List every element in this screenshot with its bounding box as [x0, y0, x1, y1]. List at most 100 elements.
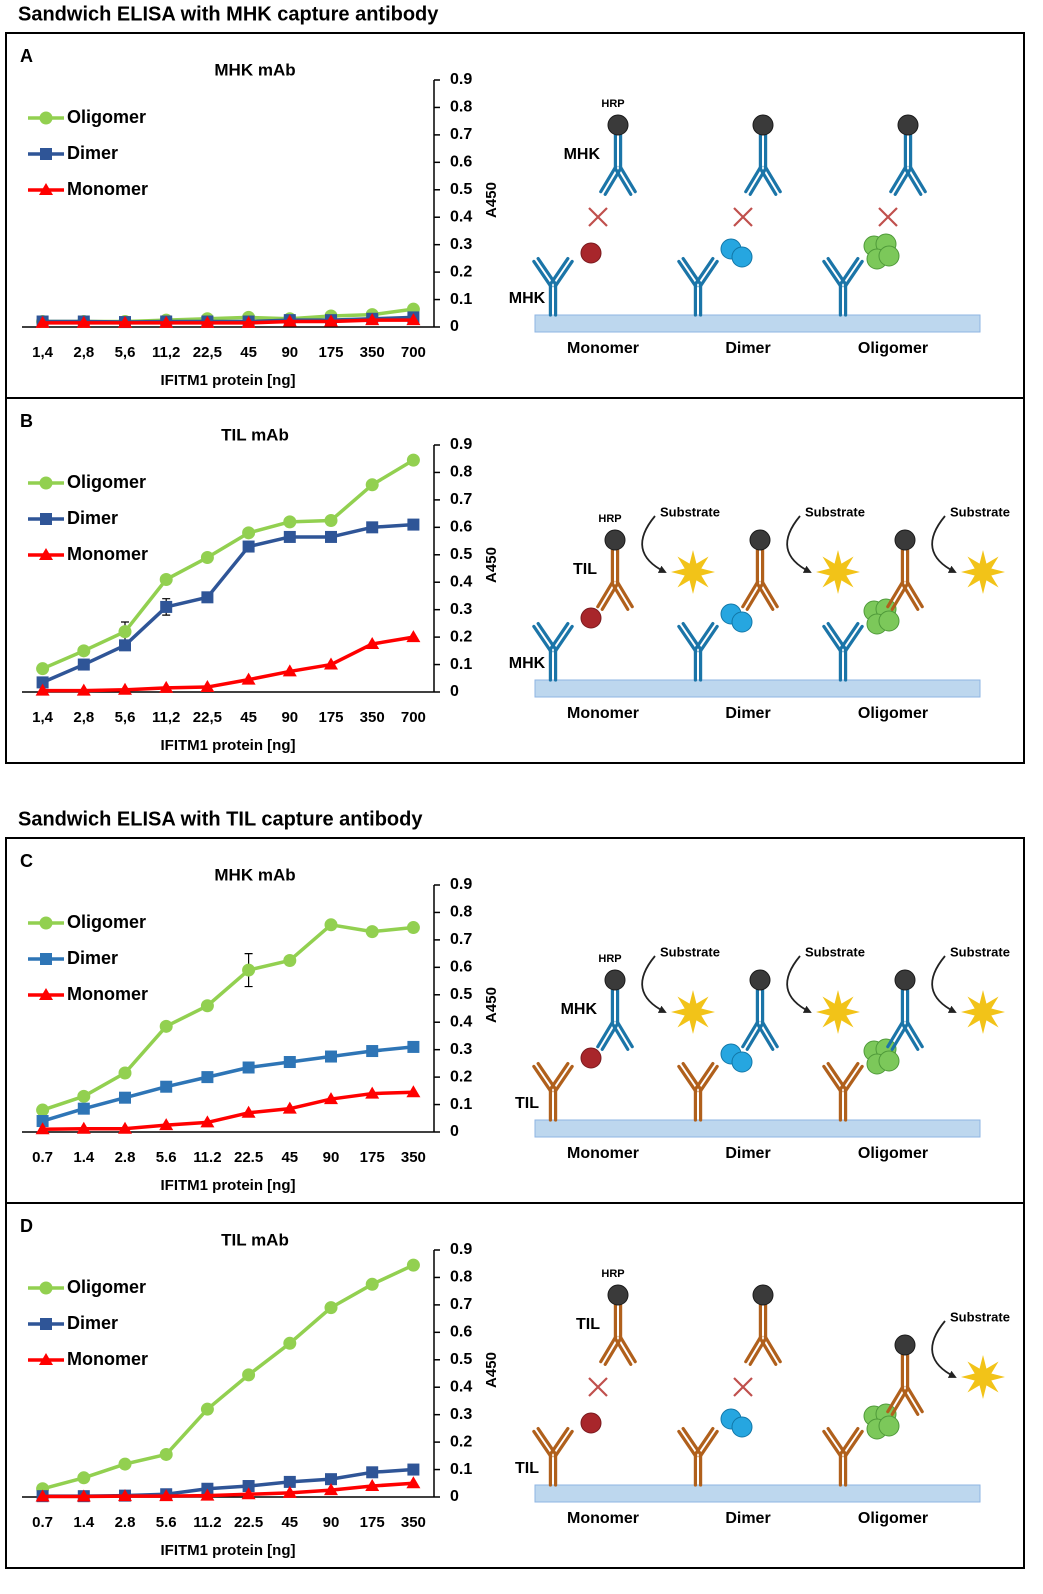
column-label: Monomer	[567, 1510, 639, 1527]
x-tick-label: 350	[360, 709, 385, 726]
series-line	[43, 1092, 414, 1129]
panel-letter: C	[20, 851, 33, 871]
detection-label: MHK	[564, 146, 601, 163]
y-tick-label: 0.7	[450, 1296, 472, 1313]
hrp-label: HRP	[601, 98, 624, 110]
reaction-arrow	[932, 956, 955, 1012]
x-tick-label: 90	[323, 1514, 340, 1531]
legend-label: Dimer	[67, 948, 118, 968]
y-tick-label: 0.4	[450, 208, 472, 225]
antigen	[732, 612, 752, 632]
legend-marker	[40, 953, 52, 965]
antigen	[581, 1048, 601, 1068]
x-tick-label: 45	[240, 344, 257, 361]
y-axis-title: A450	[483, 1352, 500, 1388]
hrp-enzyme	[753, 115, 773, 135]
y-tick-label: 0.4	[450, 1013, 472, 1030]
antigen	[879, 1416, 899, 1436]
legend-label: Oligomer	[67, 912, 146, 932]
plate-surface	[535, 680, 980, 697]
x-tick-label: 45	[281, 1514, 298, 1531]
y-tick-label: 0.4	[450, 1378, 472, 1395]
y-tick-label: 0.9	[450, 436, 472, 453]
data-point	[406, 630, 420, 642]
legend-marker	[40, 1318, 52, 1330]
data-point	[119, 639, 131, 651]
data-point	[325, 918, 338, 931]
section-title: Sandwich ELISA with TIL capture antibody	[18, 808, 423, 830]
signal-star	[671, 550, 715, 594]
x-tick-label: 90	[323, 1149, 340, 1166]
substrate-label: Substrate	[950, 944, 1010, 959]
x-tick-label: 0.7	[32, 1514, 53, 1531]
x-tick-label: 175	[360, 1149, 385, 1166]
legend-marker	[40, 1282, 53, 1295]
data-point	[407, 1041, 419, 1053]
chart-title: MHK mAb	[214, 865, 295, 884]
capture-label: TIL	[515, 1460, 539, 1477]
signal-star	[816, 990, 860, 1034]
data-point	[77, 1471, 90, 1484]
substrate-label: Substrate	[660, 944, 720, 959]
no-binding-mark	[589, 208, 607, 226]
y-tick-label: 0.9	[450, 71, 472, 88]
y-tick-label: 0.3	[450, 1406, 472, 1423]
panel-letter: D	[20, 1216, 33, 1236]
legend-label: Dimer	[67, 1313, 118, 1333]
data-point	[36, 1104, 49, 1117]
signal-star	[961, 1355, 1005, 1399]
data-point	[119, 1458, 132, 1471]
legend-label: Monomer	[67, 544, 148, 564]
signal-star	[671, 990, 715, 1034]
data-point	[325, 1051, 337, 1063]
y-tick-label: 0.1	[450, 291, 472, 308]
y-tick-label: 0.2	[450, 1068, 472, 1085]
signal-star	[816, 550, 860, 594]
legend-marker	[40, 112, 53, 125]
legend-marker	[40, 513, 52, 525]
column-label: Dimer	[725, 1145, 770, 1162]
x-tick-label: 350	[401, 1514, 426, 1531]
data-point	[119, 625, 132, 638]
detection-label: TIL	[573, 561, 597, 578]
legend-label: Monomer	[67, 179, 148, 199]
y-tick-label: 0.6	[450, 519, 472, 536]
legend-label: Oligomer	[67, 472, 146, 492]
data-point	[160, 601, 172, 613]
x-tick-label: 350	[360, 344, 385, 361]
signal-star	[961, 550, 1005, 594]
x-tick-label: 22,5	[193, 344, 222, 361]
x-axis-title: IFITM1 protein [ng]	[161, 737, 296, 754]
x-tick-label: 2,8	[73, 709, 94, 726]
column-label: Oligomer	[858, 705, 928, 722]
data-point	[366, 521, 378, 533]
antigen	[581, 1413, 601, 1433]
y-tick-label: 0.5	[450, 1351, 472, 1368]
y-tick-label: 0.6	[450, 1324, 472, 1341]
y-tick-label: 0.2	[450, 1433, 472, 1450]
data-point	[242, 1368, 255, 1381]
legend-marker	[40, 917, 53, 930]
substrate-label: Substrate	[805, 504, 865, 519]
panel-letter: B	[20, 411, 33, 431]
x-tick-label: 90	[281, 344, 298, 361]
substrate-label: Substrate	[805, 944, 865, 959]
x-tick-label: 22,5	[193, 709, 222, 726]
x-tick-label: 11.2	[193, 1514, 221, 1531]
y-tick-label: 0	[450, 1123, 459, 1140]
x-tick-label: 45	[281, 1149, 298, 1166]
reaction-arrow	[932, 516, 955, 572]
plate-surface	[535, 1485, 980, 1502]
hrp-enzyme	[608, 115, 628, 135]
x-tick-label: 22.5	[234, 1149, 263, 1166]
antigen	[732, 247, 752, 267]
column-label: Oligomer	[858, 1145, 928, 1162]
y-tick-label: 0.2	[450, 628, 472, 645]
x-tick-label: 22.5	[234, 1514, 263, 1531]
data-point	[242, 526, 255, 539]
legend-label: Monomer	[67, 1349, 148, 1369]
antigen	[879, 1051, 899, 1071]
y-tick-label: 0.8	[450, 1269, 472, 1286]
column-label: Dimer	[725, 1510, 770, 1527]
x-tick-label: 1.4	[73, 1514, 95, 1531]
